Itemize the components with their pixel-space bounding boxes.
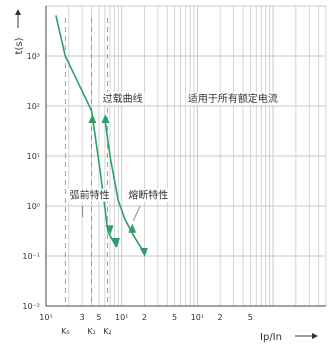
y-tick-label: 10⁻¹: [22, 252, 40, 261]
arrowhead: [105, 225, 114, 235]
x-tick-label: 5: [248, 313, 253, 322]
x-axis-title-arrowhead: [312, 333, 318, 339]
annotation-label: 适用于所有额定电流: [188, 92, 278, 105]
y-tick-label: 10²: [27, 102, 40, 111]
series-line-1: [55, 15, 118, 248]
k-marker-label: K₁: [87, 327, 95, 336]
annotation-bg: [126, 188, 171, 202]
annotation-label: 过载曲线: [103, 92, 143, 105]
annotation-label: 弧前特性: [70, 189, 110, 202]
x-tick-label: 10¹: [39, 313, 52, 322]
annotation-label: 熔断特性: [128, 189, 168, 202]
arrow-layer: [88, 113, 148, 258]
axis-layer: 10⁻² 10⁻¹ 10⁰ 10¹ 10² 10³ 10¹ 3 5 10¹ 2 5 10¹ 2 5 K₀ K₁ K…: [14, 6, 326, 343]
y-tick-label: 10¹: [27, 152, 40, 161]
annotation-bg: [67, 188, 112, 202]
y-tick-label: 10⁰: [27, 202, 40, 211]
series-layer: [55, 15, 145, 253]
x-tick-label: 3: [80, 313, 85, 322]
annotation-bg: [185, 92, 280, 106]
grid-layer: [45, 5, 327, 307]
x-tick-label: 5: [172, 313, 177, 322]
x-tick-label: 5: [96, 313, 101, 322]
y-axis-title-arrowhead: [15, 9, 21, 15]
arrowhead: [139, 248, 148, 258]
x-tick-label: 2: [218, 313, 223, 322]
x-tick-label: 2: [142, 313, 147, 322]
y-tick-label: 10³: [27, 52, 40, 61]
arrowhead: [111, 238, 120, 248]
series-line-2: [104, 118, 145, 253]
x-axis-title: Ip/In: [260, 332, 282, 343]
k-marker-label: K₀: [61, 327, 69, 336]
annotation-leader: [132, 205, 141, 222]
x-tick-label: 10¹: [191, 313, 204, 322]
arrowhead: [128, 223, 137, 233]
y-tick-label: 10⁻²: [22, 302, 40, 311]
annotation-bg: [100, 92, 145, 106]
x-tick-label: 10¹: [115, 313, 128, 322]
y-axis-title: t(s): [14, 37, 25, 54]
arrowhead: [88, 113, 97, 123]
k-marker-label: K₂: [103, 327, 111, 336]
arrowhead: [101, 113, 110, 123]
